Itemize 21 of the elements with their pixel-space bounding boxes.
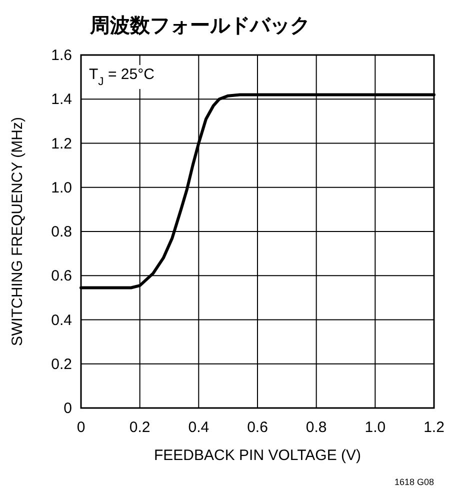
x-tick-label: 0 <box>76 419 86 436</box>
y-tick-label: 1.6 <box>51 47 72 64</box>
y-tick-label: 1.0 <box>51 179 72 196</box>
x-axis-title: FEEDBACK PIN VOLTAGE (V) <box>154 447 361 464</box>
y-tick-label: 0.6 <box>51 268 72 285</box>
y-tick-label: 1.2 <box>51 135 72 152</box>
x-tick-label: 0.2 <box>129 419 150 436</box>
y-tick-label: 0.2 <box>51 356 72 373</box>
y-tick-label: 0.4 <box>51 312 72 329</box>
y-tick-label: 0.8 <box>51 224 72 240</box>
annotation: T$_{J}$ = 25°C <box>89 66 155 88</box>
y-axis-title: SWITCHING FREQUENCY (MHz) <box>9 117 26 346</box>
chart-title: 周波数フォールドバック <box>89 15 310 37</box>
text: 1618 G08 <box>394 477 434 487</box>
x-tick-label: 0.4 <box>188 419 210 436</box>
x-tick-label: 1.2 <box>424 419 444 436</box>
x-tick-label: 0.8 <box>306 419 327 436</box>
x-tick-label: 0.6 <box>247 419 268 436</box>
y-tick-label: 1.4 <box>51 91 72 108</box>
y-tick-label: 0 <box>64 400 72 417</box>
x-tick-label: 1.0 <box>364 419 386 436</box>
